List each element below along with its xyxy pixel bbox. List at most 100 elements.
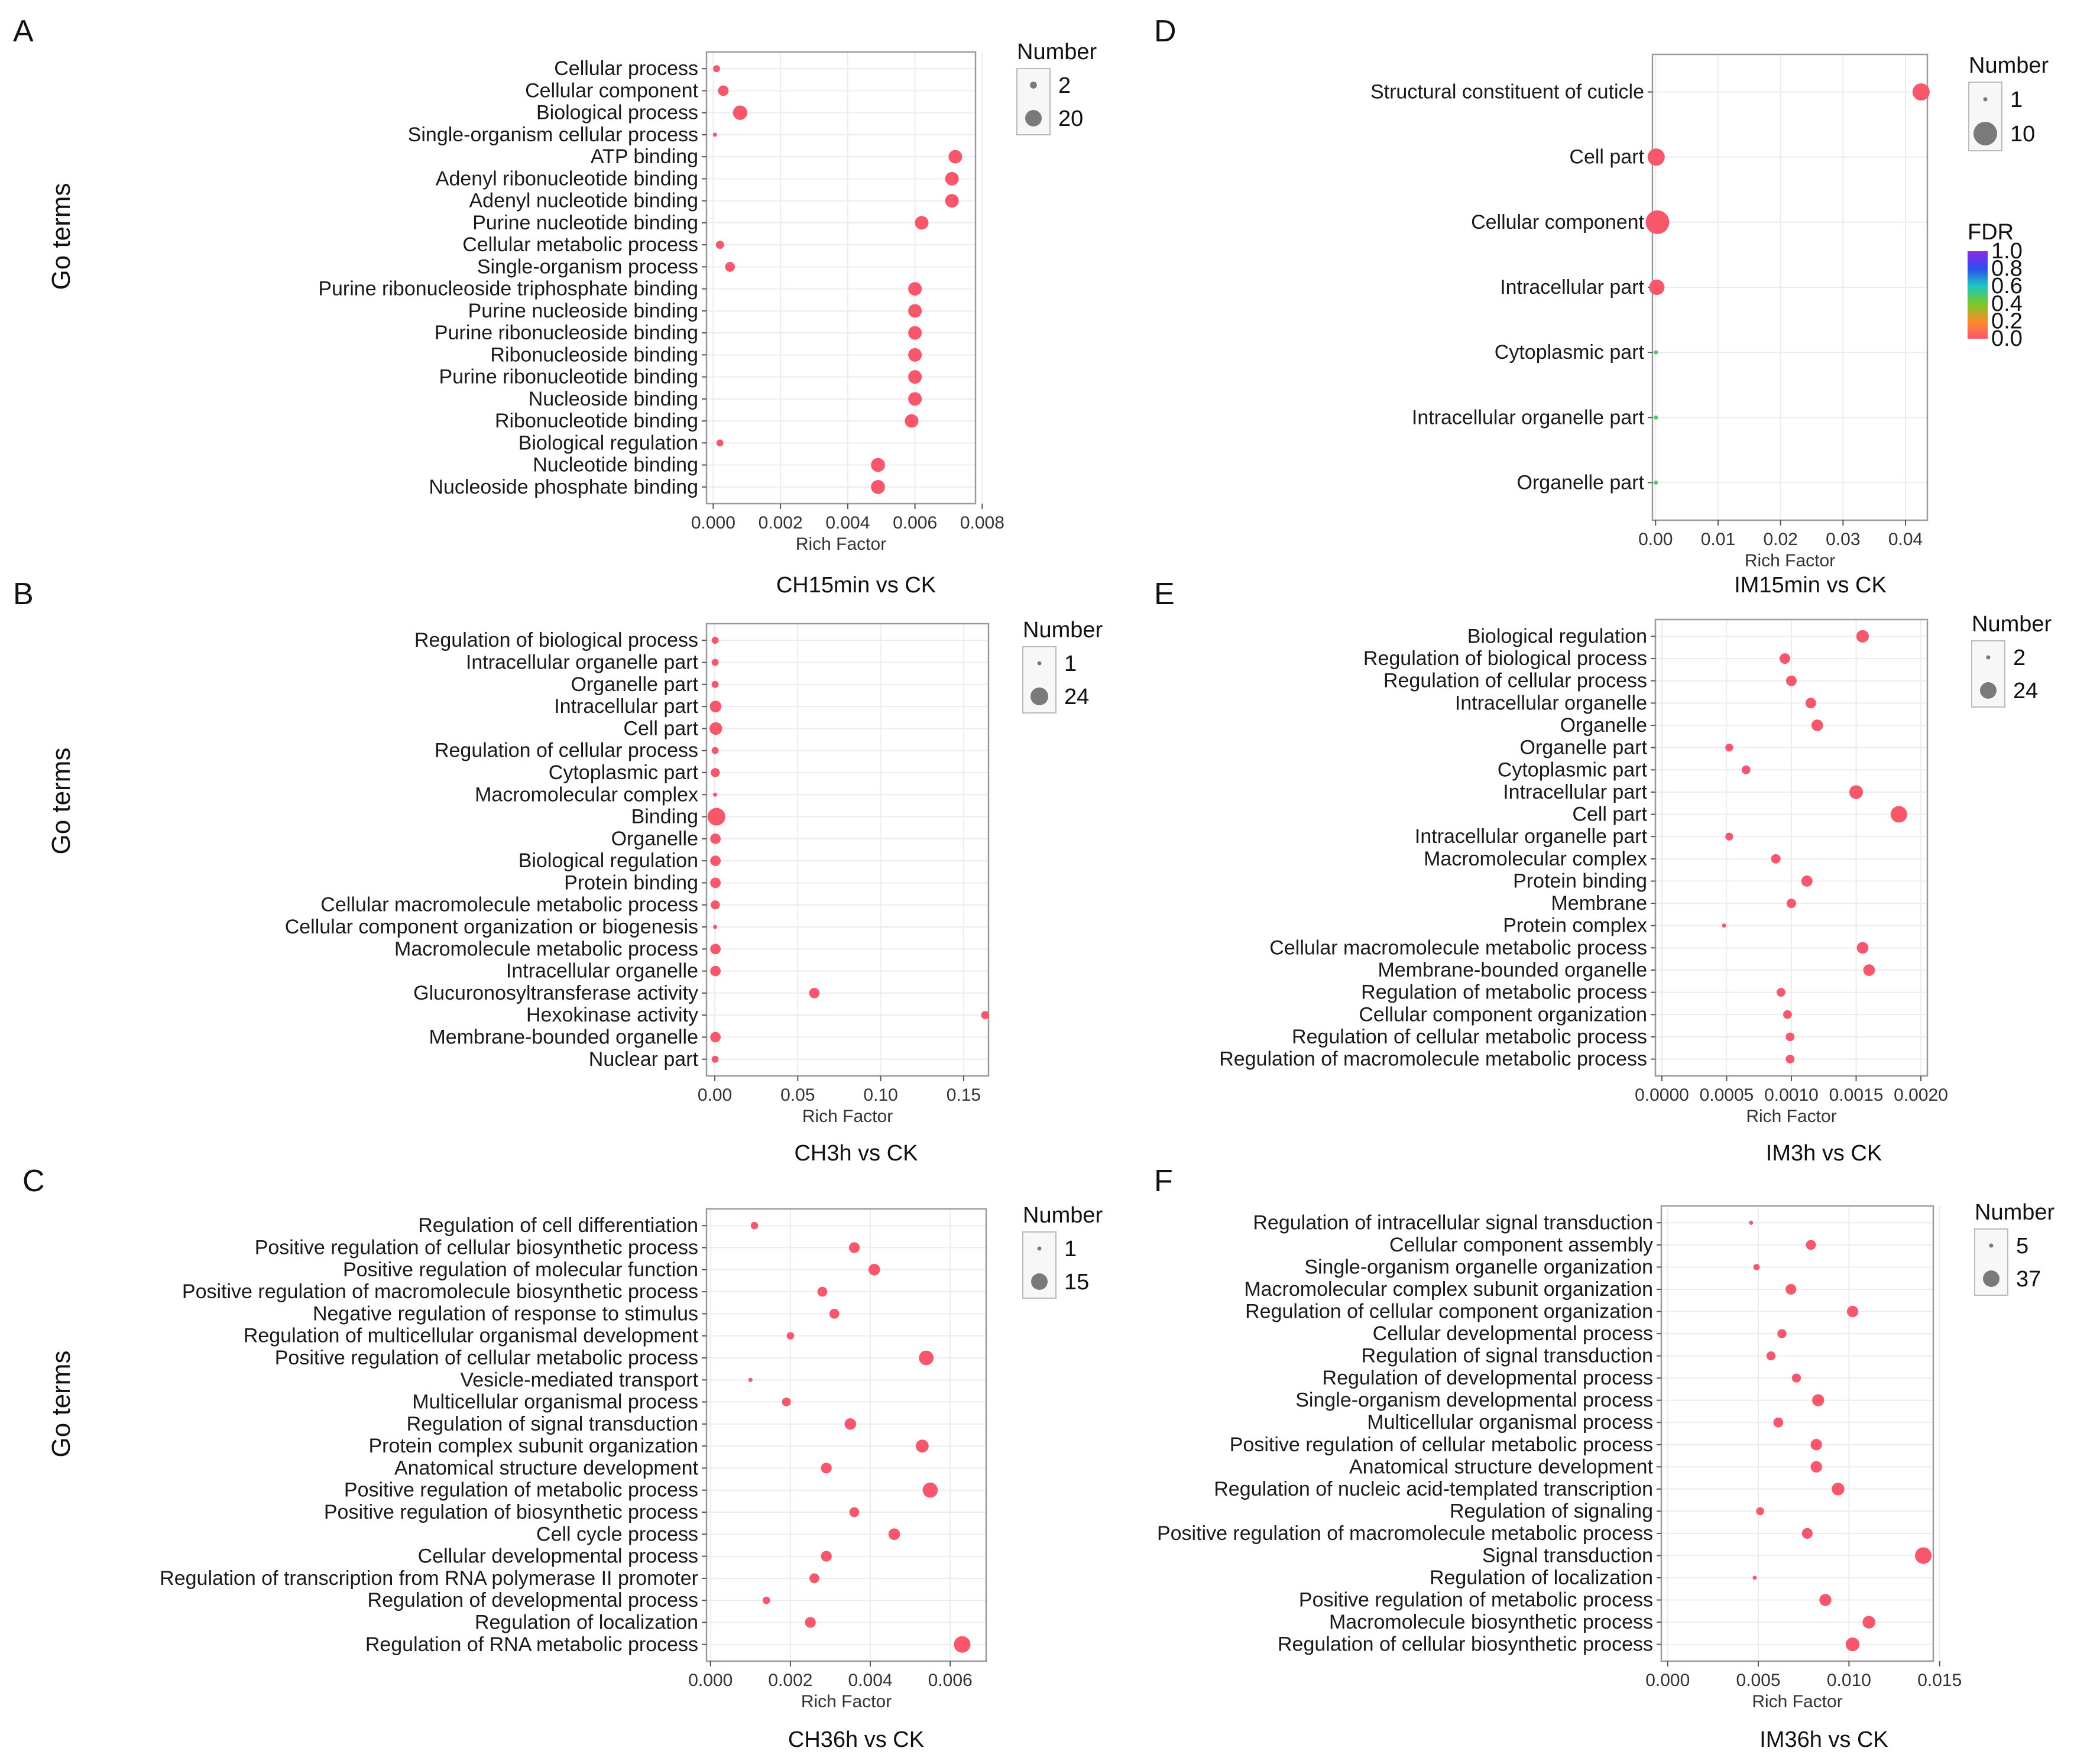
term-label: Intracellular part bbox=[1503, 781, 1647, 803]
term-label: Regulation of macromolecule metabolic pr… bbox=[1219, 1048, 1647, 1071]
plot-title: IM3h vs CK bbox=[1766, 1141, 1882, 1166]
data-point bbox=[718, 85, 729, 96]
term-label: Macromolecular complex subunit organizat… bbox=[1244, 1278, 1653, 1301]
data-point bbox=[1752, 1575, 1757, 1580]
data-point bbox=[945, 171, 959, 186]
term-label: Regulation of cellular biosynthetic proc… bbox=[1278, 1633, 1653, 1656]
data-point bbox=[725, 262, 735, 272]
term-label: Cellular metabolic process bbox=[462, 234, 698, 256]
x-tick-label: 0.00 bbox=[698, 1085, 732, 1105]
data-point bbox=[981, 1011, 990, 1020]
panel-f: F Regulation of intracellular signal tran… bbox=[1154, 1164, 2054, 1752]
data-point bbox=[1801, 875, 1813, 887]
fdr-tick-label: 0.8 bbox=[1991, 257, 2023, 281]
term-label: Organelle part bbox=[1517, 471, 1645, 494]
fdr-tick-label: 0.6 bbox=[1991, 274, 2023, 299]
plot-border bbox=[705, 1208, 987, 1662]
term-label: Intracellular organelle part bbox=[466, 651, 699, 674]
plot-title: CH3h vs CK bbox=[794, 1141, 918, 1166]
term-label: Purine nucleoside binding bbox=[468, 300, 698, 322]
x-axis-label: Rich Factor bbox=[1746, 1107, 1836, 1126]
term-label: Biological regulation bbox=[1467, 625, 1647, 647]
legend-title: Number bbox=[1023, 1203, 1103, 1228]
x-axis-label: Rich Factor bbox=[1745, 551, 1835, 570]
data-point bbox=[1811, 719, 1823, 731]
plot-title: IM15min vs CK bbox=[1734, 573, 1887, 598]
data-point bbox=[710, 943, 721, 955]
data-point bbox=[809, 988, 820, 998]
term-label: Cell part bbox=[1572, 803, 1647, 826]
term-label: Purine ribonucleoside binding bbox=[435, 322, 698, 344]
term-label: Intracellular part bbox=[1500, 276, 1644, 299]
term-label: Regulation of cellular process bbox=[1383, 670, 1647, 692]
term-label: Cytoplasmic part bbox=[1495, 341, 1645, 364]
data-point bbox=[716, 439, 724, 447]
data-point bbox=[1756, 1507, 1764, 1516]
data-point bbox=[748, 1377, 753, 1382]
term-label: Regulation of RNA metabolic process bbox=[365, 1633, 698, 1656]
data-point bbox=[849, 1507, 860, 1517]
x-tick-label: 0.000 bbox=[1645, 1671, 1690, 1690]
data-point bbox=[1801, 1528, 1813, 1539]
term-label: Nucleoside phosphate binding bbox=[429, 476, 698, 498]
term-label: Anatomical structure development bbox=[394, 1457, 699, 1479]
term-label: Adenyl nucleotide binding bbox=[469, 190, 698, 212]
data-point bbox=[1785, 1283, 1797, 1295]
data-point bbox=[919, 1350, 934, 1366]
data-point bbox=[1819, 1594, 1832, 1606]
term-label: Regulation of developmental process bbox=[368, 1589, 698, 1611]
term-label: Cell part bbox=[623, 717, 698, 740]
term-label: Regulation of intracellular signal trans… bbox=[1253, 1211, 1653, 1234]
panel-b: B Go terms Regulation of biological proces… bbox=[13, 577, 1103, 1166]
term-label: Regulation of nucleic acid-templated tra… bbox=[1214, 1478, 1653, 1500]
legend-size-marker bbox=[1037, 1246, 1042, 1251]
term-label: Cellular component organization bbox=[1359, 1003, 1647, 1026]
term-label: Purine nucleotide binding bbox=[472, 212, 698, 234]
data-point bbox=[713, 792, 718, 797]
data-point bbox=[954, 1636, 971, 1653]
term-label: Cellular macromolecule metabolic process bbox=[1269, 936, 1647, 959]
term-label: Single-organism process bbox=[477, 255, 698, 278]
data-point bbox=[945, 194, 959, 208]
plot-area bbox=[1661, 1206, 1933, 1661]
x-tick-label: 0.004 bbox=[825, 513, 870, 533]
term-label: Organelle bbox=[1560, 714, 1647, 737]
term-label: Regulation of signal transduction bbox=[1362, 1345, 1653, 1367]
data-point bbox=[908, 370, 922, 384]
gridlines bbox=[1652, 54, 1927, 520]
data-point bbox=[809, 1573, 819, 1584]
data-point bbox=[1846, 1305, 1859, 1318]
x-tick-label: 0.02 bbox=[1763, 530, 1797, 549]
term-label: Nucleoside binding bbox=[529, 388, 698, 410]
data-point bbox=[710, 877, 721, 889]
term-label: Positive regulation of molecular functio… bbox=[343, 1259, 698, 1281]
term-label: Intracellular organelle part bbox=[1412, 406, 1645, 429]
legend-size-label: 37 bbox=[2016, 1267, 2041, 1292]
x-axis-label: Rich Factor bbox=[802, 1107, 893, 1126]
x-axis-label: Rich Factor bbox=[801, 1692, 892, 1711]
data-point bbox=[1654, 480, 1658, 485]
term-label: Cellular component organization or bioge… bbox=[285, 916, 698, 938]
data-point bbox=[711, 680, 719, 688]
legend-size-marker bbox=[1989, 1243, 1994, 1248]
term-label: Macromolecular complex bbox=[1424, 848, 1647, 870]
term-label: Signal transduction bbox=[1482, 1544, 1653, 1567]
data-point bbox=[709, 701, 722, 712]
fdr-tick-label: 0.0 bbox=[1991, 326, 2023, 351]
data-point bbox=[821, 1463, 832, 1474]
data-point bbox=[908, 304, 922, 318]
data-point bbox=[1753, 1264, 1760, 1270]
term-label: Ribonucleoside binding bbox=[490, 343, 698, 366]
data-point bbox=[750, 1221, 759, 1230]
data-point bbox=[710, 833, 721, 844]
panel-letter: D bbox=[1154, 14, 1177, 48]
term-label: Cytoplasmic part bbox=[1498, 758, 1648, 781]
data-point bbox=[710, 1032, 721, 1043]
term-label: Hexokinase activity bbox=[526, 1004, 698, 1026]
data-point bbox=[908, 326, 922, 340]
term-label: Multicellular organismal process bbox=[412, 1391, 698, 1413]
legend-size-label: 1 bbox=[1064, 651, 1077, 676]
x-tick-label: 0.000 bbox=[688, 1671, 733, 1690]
term-label: Glucuronosyltransferase activity bbox=[413, 982, 698, 1004]
